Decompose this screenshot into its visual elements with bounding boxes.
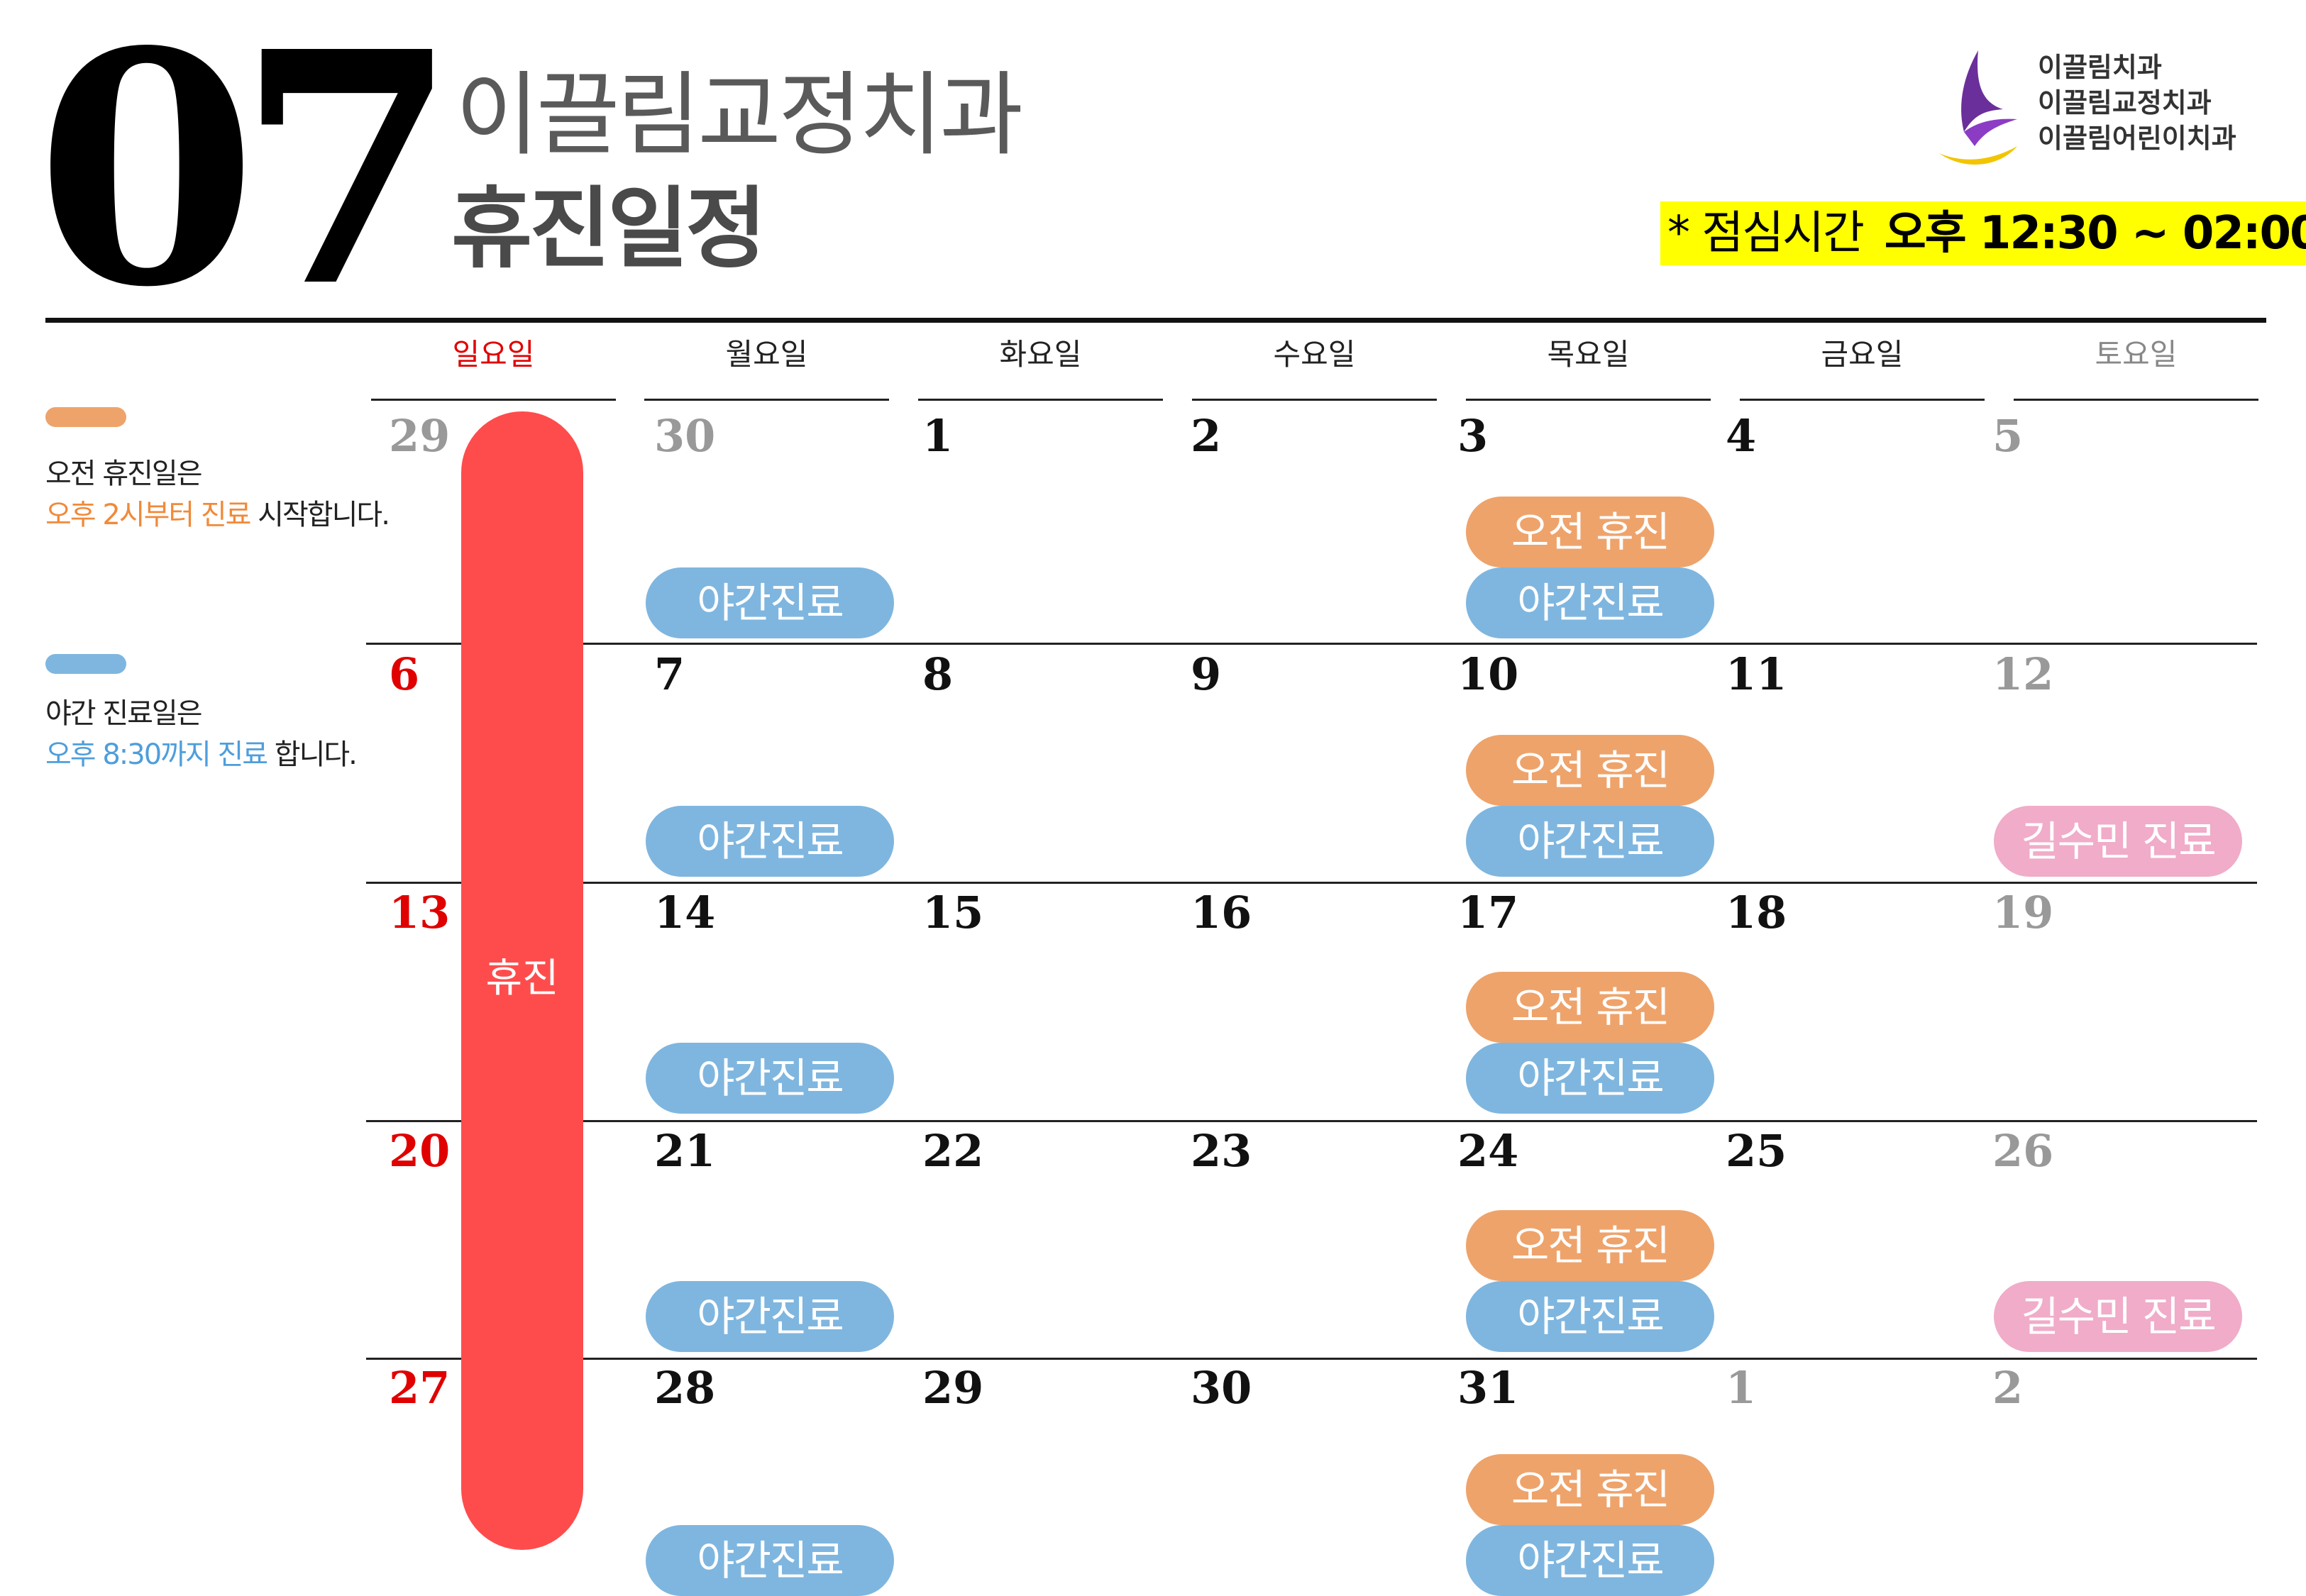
date-cell-number: 31 [1457,1362,1519,1414]
morning-off-legend-highlight: 오후 2시부터 진료 [45,499,251,531]
date-cell-number: 30 [654,410,716,462]
special-doctor-pill: 길수민 진료 [1994,1281,2242,1352]
sunday-closure-bar [461,411,583,1550]
date-cell-number: 18 [1726,887,1787,938]
page-title: 휴진일정 [451,178,766,280]
date-cell-number: 29 [922,1362,984,1414]
closure-label: 휴진 [485,955,559,1002]
date-cell-number: 6 [389,648,420,700]
date-cell-number: 22 [922,1125,984,1177]
date-cell-number: 23 [1191,1125,1252,1177]
date-cell-number: 8 [922,648,954,700]
night-clinic-legend-highlight: 오후 8:30까지 진료 [45,738,268,771]
morning-off-pill: 오전 휴진 [1466,972,1714,1043]
lunch-label: * 점심시간 [1667,207,1865,260]
date-cell-number: 17 [1457,887,1519,938]
night-clinic-pill: 야간진료 [1466,806,1714,877]
day-name-wednesday: 수요일 [1273,337,1356,372]
week-divider [366,1358,2257,1360]
date-cell-number: 27 [389,1362,451,1414]
day-header-underline [1740,399,1985,401]
lunch-hours-banner: * 점심시간 오후 12:30 ~ 02:00 [1660,201,2306,265]
night-clinic-pill: 야간진료 [646,567,894,638]
date-cell-number: 20 [389,1125,451,1177]
day-name-saturday: 토요일 [2095,337,2178,372]
header-divider [45,318,2266,323]
day-header-underline [1466,399,1711,401]
night-clinic-pill: 야간진료 [1466,1281,1714,1352]
date-cell-number: 2 [1191,410,1222,462]
date-cell-number: 21 [654,1125,716,1177]
week-divider [366,1120,2257,1122]
date-cell-number: 2 [1992,1362,2024,1414]
day-name-thursday: 목요일 [1547,337,1630,372]
day-name-friday: 금요일 [1821,337,1904,372]
day-header-underline [371,399,616,401]
logo-line-3: 이끌림어린이치과 [2038,123,2236,154]
lunch-time: 오후 12:30 ~ 02:00 [1884,207,2306,260]
night-clinic-pill: 야간진료 [1466,1043,1714,1114]
date-cell-number: 29 [389,410,451,462]
night-clinic-pill: 야간진료 [646,1281,894,1352]
night-clinic-pill: 야간진료 [1466,567,1714,638]
day-header-underline [2014,399,2258,401]
month-number: 07 [35,0,458,358]
date-cell-number: 7 [654,648,685,700]
morning-off-pill: 오전 휴진 [1466,1210,1714,1281]
date-cell-number: 15 [922,887,984,938]
date-cell-number: 30 [1191,1362,1252,1414]
morning-off-pill: 오전 휴진 [1466,497,1714,567]
morning-off-legend-line2: 오후 2시부터 진료 시작합니다. [45,494,390,536]
night-clinic-pill: 야간진료 [646,1525,894,1596]
week-divider [366,882,2257,884]
date-cell-number: 26 [1992,1125,2054,1177]
date-cell-number: 12 [1992,648,2054,700]
date-cell-number: 10 [1457,648,1519,700]
night-clinic-legend-swatch [45,654,126,674]
morning-off-legend-suffix: 시작합니다. [250,499,390,531]
day-name-monday: 월요일 [725,337,808,372]
date-cell-number: 24 [1457,1125,1519,1177]
day-name-tuesday: 화요일 [999,337,1082,372]
special-doctor-pill: 길수민 진료 [1994,806,2242,877]
date-cell-number: 3 [1457,410,1489,462]
night-clinic-pill: 야간진료 [1466,1525,1714,1596]
date-cell-number: 1 [1726,1362,1757,1414]
clinic-name: 이끌림교정치과 [456,62,1023,168]
date-cell-number: 14 [654,887,716,938]
morning-off-legend-line1: 오전 휴진일은 [45,458,203,490]
date-cell-number: 4 [1726,410,1757,462]
clinic-logo-icon [1939,50,2017,165]
week-divider [366,643,2257,645]
day-header-underline [644,399,889,401]
date-cell-number: 16 [1191,887,1252,938]
morning-off-pill: 오전 휴진 [1466,1454,1714,1525]
date-cell-number: 19 [1992,887,2054,938]
date-cell-number: 25 [1726,1125,1787,1177]
night-clinic-legend-line2: 오후 8:30까지 진료 합니다. [45,733,358,776]
night-clinic-pill: 야간진료 [646,806,894,877]
date-cell-number: 9 [1191,648,1222,700]
date-cell-number: 11 [1726,648,1787,700]
date-cell-number: 5 [1992,410,2024,462]
date-cell-number: 28 [654,1362,716,1414]
morning-off-legend-swatch [45,407,126,427]
night-clinic-legend-suffix: 합니다. [267,738,358,771]
night-clinic-pill: 야간진료 [646,1043,894,1114]
day-header-underline [1192,399,1437,401]
logo-line-2: 이끌림교정치과 [2038,87,2212,118]
morning-off-pill: 오전 휴진 [1466,735,1714,806]
date-cell-number: 13 [389,887,451,938]
day-header-underline [918,399,1163,401]
day-name-sunday: 일요일 [452,337,535,372]
logo-line-1: 이끌림치과 [2038,52,2162,83]
date-cell-number: 1 [922,410,954,462]
night-clinic-legend-line1: 야간 진료일은 [45,697,203,730]
